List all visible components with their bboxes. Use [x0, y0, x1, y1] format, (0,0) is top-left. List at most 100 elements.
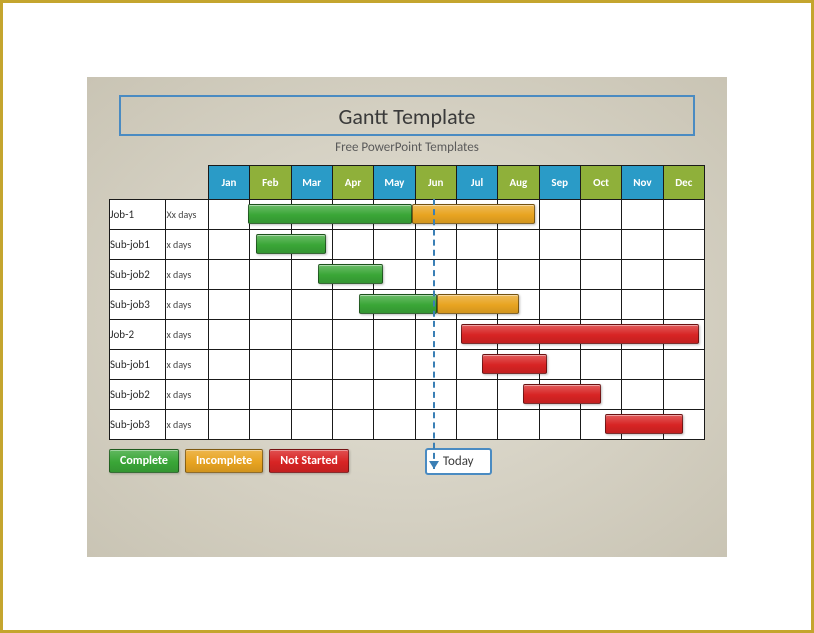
grid-cell [663, 289, 704, 319]
grid-cell [498, 199, 539, 229]
grid-cell [332, 289, 373, 319]
grid-cell [539, 379, 580, 409]
grid-cell [415, 319, 456, 349]
grid-cell [456, 409, 497, 439]
grid-cell [456, 199, 497, 229]
grid-cell [622, 319, 663, 349]
table-row: Sub-job1x days [110, 229, 705, 259]
grid-cell [456, 319, 497, 349]
grid-cell [250, 319, 291, 349]
legend-item: Incomplete [185, 449, 263, 473]
header-blank [166, 165, 208, 199]
month-header: Jul [456, 165, 497, 199]
grid-cell [663, 259, 704, 289]
grid-cell [250, 409, 291, 439]
task-duration: x days [166, 319, 208, 349]
slide: Gantt Template Free PowerPoint Templates… [87, 77, 727, 557]
grid-cell [415, 199, 456, 229]
task-duration: Xx days [166, 199, 208, 229]
task-name: Sub-job2 [110, 259, 166, 289]
grid-cell [498, 349, 539, 379]
grid-cell [580, 199, 621, 229]
task-duration: x days [166, 409, 208, 439]
grid-cell [539, 229, 580, 259]
grid-cell [622, 229, 663, 259]
grid-cell [291, 319, 332, 349]
grid-cell [539, 199, 580, 229]
task-name: Sub-job2 [110, 379, 166, 409]
grid-cell [415, 229, 456, 259]
task-name: Job-1 [110, 199, 166, 229]
grid-cell [250, 289, 291, 319]
grid-cell [332, 409, 373, 439]
grid-cell [456, 289, 497, 319]
header-blank [110, 165, 166, 199]
grid-cell [663, 199, 704, 229]
grid-cell [498, 319, 539, 349]
task-name: Sub-job3 [110, 409, 166, 439]
grid-cell [332, 349, 373, 379]
month-header: Sep [539, 165, 580, 199]
grid-cell [291, 349, 332, 379]
grid-cell [291, 289, 332, 319]
grid-cell [498, 379, 539, 409]
grid-cell [622, 409, 663, 439]
grid-cell [208, 319, 249, 349]
month-header: Aug [498, 165, 539, 199]
grid-cell [374, 259, 415, 289]
grid-cell [580, 259, 621, 289]
grid-cell [208, 349, 249, 379]
legend: CompleteIncompleteNot Started Today [109, 448, 705, 475]
grid-cell [291, 409, 332, 439]
grid-cell [332, 199, 373, 229]
legend-item: Not Started [269, 449, 349, 473]
grid-cell [663, 379, 704, 409]
grid-cell [498, 259, 539, 289]
month-header: May [374, 165, 415, 199]
month-header: Apr [332, 165, 373, 199]
grid-cell [622, 259, 663, 289]
table-row: Sub-job3x days [110, 409, 705, 439]
grid-cell [250, 379, 291, 409]
grid-cell [208, 409, 249, 439]
grid-cell [208, 289, 249, 319]
grid-cell [250, 349, 291, 379]
task-duration: x days [166, 349, 208, 379]
grid-cell [374, 199, 415, 229]
task-name: Sub-job3 [110, 289, 166, 319]
grid-cell [456, 379, 497, 409]
grid-cell [332, 319, 373, 349]
subtitle: Free PowerPoint Templates [109, 140, 705, 155]
grid-cell [208, 229, 249, 259]
grid-cell [332, 229, 373, 259]
grid-cell [250, 199, 291, 229]
grid-cell [374, 289, 415, 319]
grid-cell [291, 259, 332, 289]
table-row: Job-2x days [110, 319, 705, 349]
grid-cell [208, 379, 249, 409]
grid-cell [498, 229, 539, 259]
task-duration: x days [166, 379, 208, 409]
grid-cell [208, 199, 249, 229]
grid-cell [539, 289, 580, 319]
grid-cell [250, 259, 291, 289]
grid-cell [580, 409, 621, 439]
task-name: Sub-job1 [110, 349, 166, 379]
grid-cell [622, 289, 663, 319]
grid-cell [663, 319, 704, 349]
grid-cell [622, 379, 663, 409]
task-duration: x days [166, 259, 208, 289]
grid-cell [663, 229, 704, 259]
grid-cell [456, 259, 497, 289]
grid-cell [663, 349, 704, 379]
grid-cell [622, 349, 663, 379]
grid-cell [332, 379, 373, 409]
grid-cell [208, 259, 249, 289]
grid-cell [580, 289, 621, 319]
month-header: Jan [208, 165, 249, 199]
grid-cell [498, 409, 539, 439]
grid-cell [456, 229, 497, 259]
grid-cell [580, 229, 621, 259]
table-row: Sub-job1x days [110, 349, 705, 379]
grid-cell [332, 259, 373, 289]
